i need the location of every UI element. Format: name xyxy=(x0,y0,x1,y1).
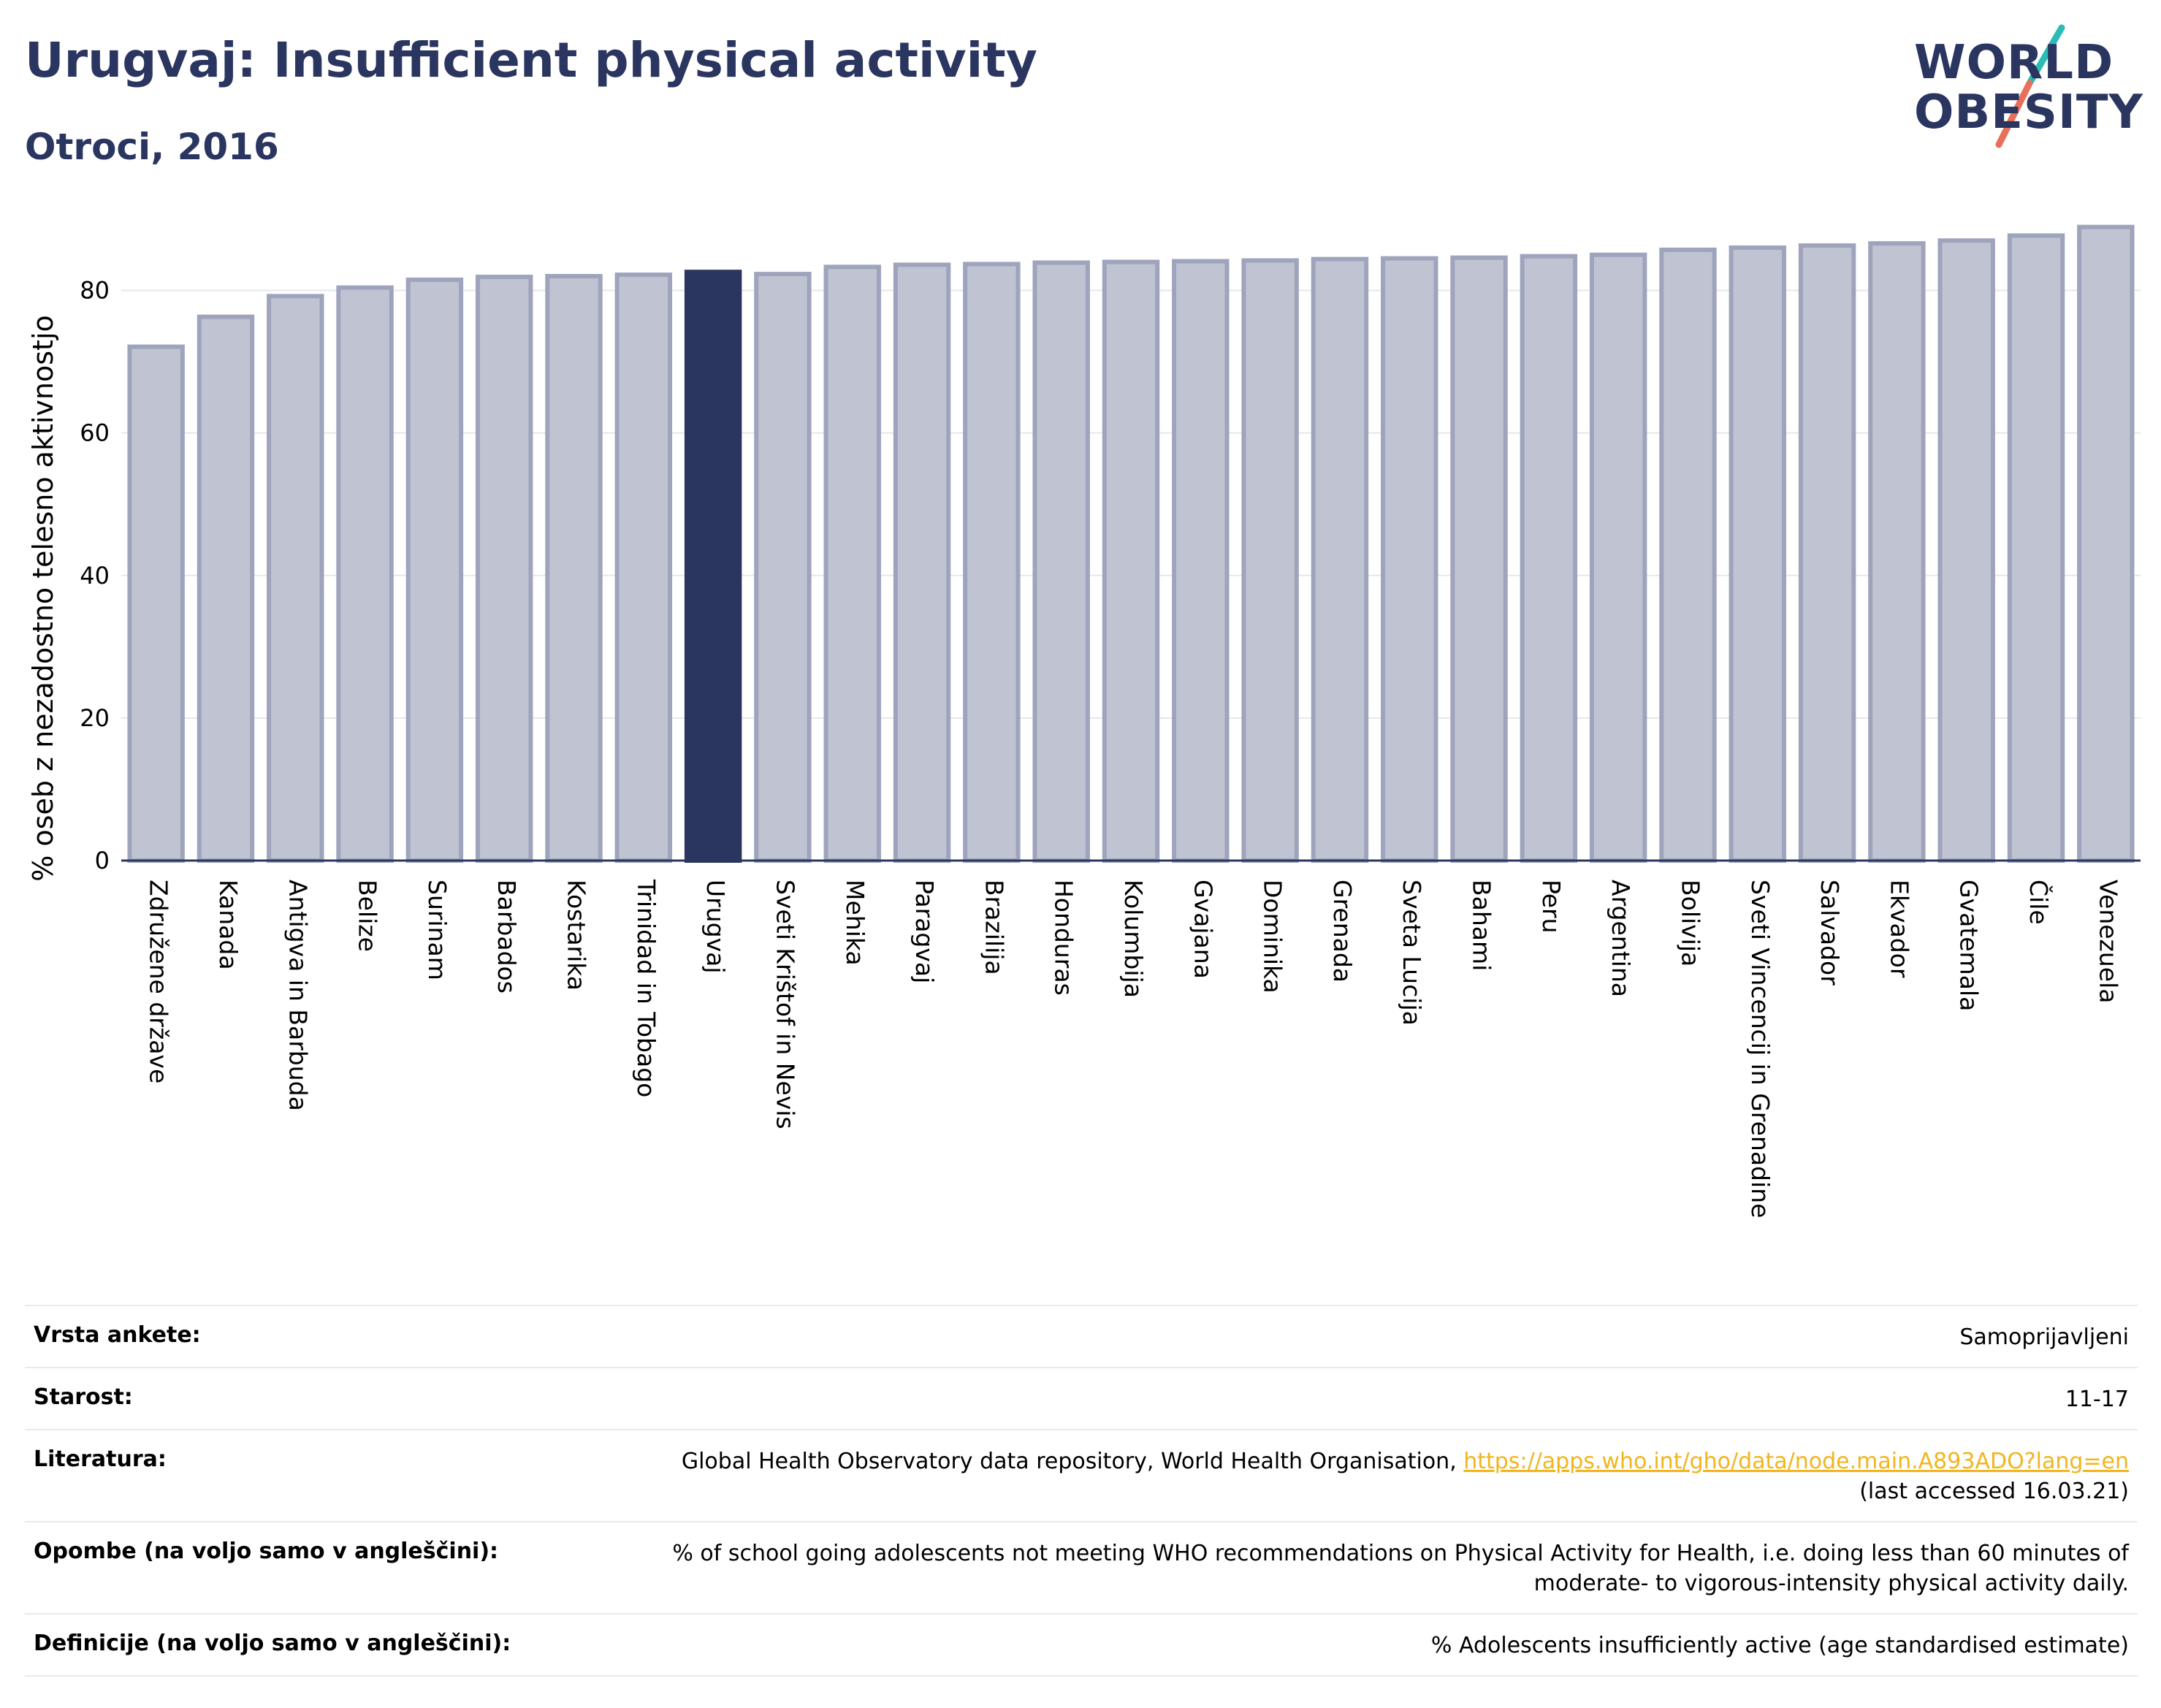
bar xyxy=(1381,256,1438,863)
bar xyxy=(336,285,394,863)
x-tick-label: Sveti Krištof in Nevis xyxy=(771,880,799,1129)
bar xyxy=(1659,247,1717,863)
x-tick-label: Gvatemala xyxy=(1955,880,1983,1011)
x-tick-label: Trinidad in Tobago xyxy=(632,879,660,1097)
y-tick-label: 0 xyxy=(95,847,110,874)
bar xyxy=(1798,243,1856,863)
bar xyxy=(405,277,464,863)
x-tick-label: Kolumbija xyxy=(1119,880,1148,998)
bar xyxy=(963,262,1021,863)
bar xyxy=(545,274,603,863)
x-tick-label: Barbados xyxy=(492,880,521,994)
bar-chart: 0 20 40 60 80 Združene države Kanada Antigva in… xyxy=(27,224,2141,1218)
bar xyxy=(2007,233,2065,863)
info-row-definitions: Definicije (na voljo samo v angleščini):… xyxy=(25,1614,2138,1677)
x-tick-label: Belize xyxy=(354,880,382,952)
x-tick-label: Čile xyxy=(2024,880,2054,925)
bar xyxy=(1589,252,1647,863)
logo-text-world: WORLD xyxy=(1914,36,2114,90)
bar xyxy=(1241,258,1299,863)
info-row-notes: Opombe (na voljo samo v angleščini): % o… xyxy=(25,1522,2138,1614)
x-tick-label: Urugvaj xyxy=(701,880,730,974)
x-tick-label: Sveta Lucija xyxy=(1398,880,1426,1026)
x-tick-label: Gvajana xyxy=(1189,880,1217,979)
x-tick-label: Peru xyxy=(1537,880,1566,934)
info-label: Opombe (na voljo samo v angleščini): xyxy=(34,1539,499,1564)
bar xyxy=(1311,256,1369,863)
info-table: Vrsta ankete: Samoprijavljeni Starost: 1… xyxy=(25,1305,2138,1677)
y-tick-label: 20 xyxy=(80,704,110,732)
x-tick-label: Argentina xyxy=(1607,880,1635,997)
bar xyxy=(1172,259,1230,863)
bar xyxy=(614,272,673,863)
bar-highlighted xyxy=(684,270,742,863)
info-row-survey-type: Vrsta ankete: Samoprijavljeni xyxy=(25,1306,2138,1368)
x-tick-label: Dominika xyxy=(1259,880,1287,994)
y-tick-label: 80 xyxy=(80,277,110,305)
x-tick-label: Surinam xyxy=(423,880,451,980)
x-tick-label: Bolivija xyxy=(1676,880,1704,967)
y-tick-label: 40 xyxy=(80,562,110,590)
x-tick-label: Honduras xyxy=(1050,880,1078,996)
info-value: 11-17 xyxy=(2065,1387,2129,1412)
info-label: Vrsta ankete: xyxy=(34,1322,201,1348)
chart-subtitle: Otroci, 2016 xyxy=(25,126,279,168)
x-tick-label: Ekvador xyxy=(1885,880,1913,978)
bar xyxy=(893,262,951,863)
bar xyxy=(1032,260,1090,863)
literature-source: Global Health Observatory data repositor… xyxy=(681,1449,1464,1474)
bar xyxy=(1520,253,1578,863)
x-tick-label: Bahami xyxy=(1468,880,1496,971)
x-tick-label: Kostarika xyxy=(563,880,591,991)
x-tick-label: Mehika xyxy=(841,880,869,966)
info-value: % of school going adolescents not meetin… xyxy=(672,1541,2129,1596)
x-tick-label: Grenada xyxy=(1328,880,1357,983)
x-tick-label: Sveti Vincencij in Grenadine xyxy=(1746,880,1775,1218)
bar xyxy=(754,272,812,863)
y-tick-label: 60 xyxy=(80,419,110,447)
info-label: Definicije (na voljo samo v angleščini): xyxy=(34,1631,511,1656)
x-tick-label: Kanada xyxy=(214,880,243,970)
bar xyxy=(1729,245,1787,863)
info-value: Samoprijavljeni xyxy=(1959,1324,2129,1350)
chart-title: Urugvaj: Insufficient physical activity xyxy=(25,32,1037,88)
info-row-age: Starost: 11-17 xyxy=(25,1368,2138,1430)
x-tick-label: Paragvaj xyxy=(910,880,939,983)
info-value-literature: Global Health Observatory data repositor… xyxy=(682,1446,2129,1506)
x-tick-label: Združene države xyxy=(145,880,173,1083)
bar xyxy=(823,264,881,863)
y-axis-title: % oseb z nezadostno telesno aktivnostjo xyxy=(27,315,59,882)
info-label: Starost: xyxy=(34,1384,133,1410)
bar xyxy=(1102,259,1160,863)
literature-accessed: (last accessed 16.03.21) xyxy=(1859,1479,2129,1504)
x-tick-label: Antigva in Barbuda xyxy=(283,880,312,1111)
info-row-literature: Literatura: Global Health Observatory da… xyxy=(25,1430,2138,1522)
logo-text-obesity: OBESITY xyxy=(1914,85,2143,140)
bar xyxy=(2077,224,2135,863)
logo-slash-icon xyxy=(1995,24,2065,148)
world-obesity-logo: WORLD OBESITY xyxy=(1899,22,2148,153)
bar xyxy=(1450,255,1508,863)
literature-link[interactable]: https://apps.who.int/gho/data/node.main.… xyxy=(1463,1449,2129,1474)
info-value: % Adolescents insufficiently active (age… xyxy=(1430,1633,2129,1658)
bar xyxy=(197,314,255,863)
bar xyxy=(127,344,185,863)
x-tick-label: Salvador xyxy=(1815,880,1844,985)
x-tick-label: Venezuela xyxy=(2094,880,2122,1003)
info-label: Literatura: xyxy=(34,1446,167,1472)
bar xyxy=(475,275,533,863)
x-tick-label: Brazilija xyxy=(980,880,1008,975)
bar xyxy=(1868,241,1926,863)
bar xyxy=(267,294,324,863)
bar xyxy=(1937,238,1995,863)
